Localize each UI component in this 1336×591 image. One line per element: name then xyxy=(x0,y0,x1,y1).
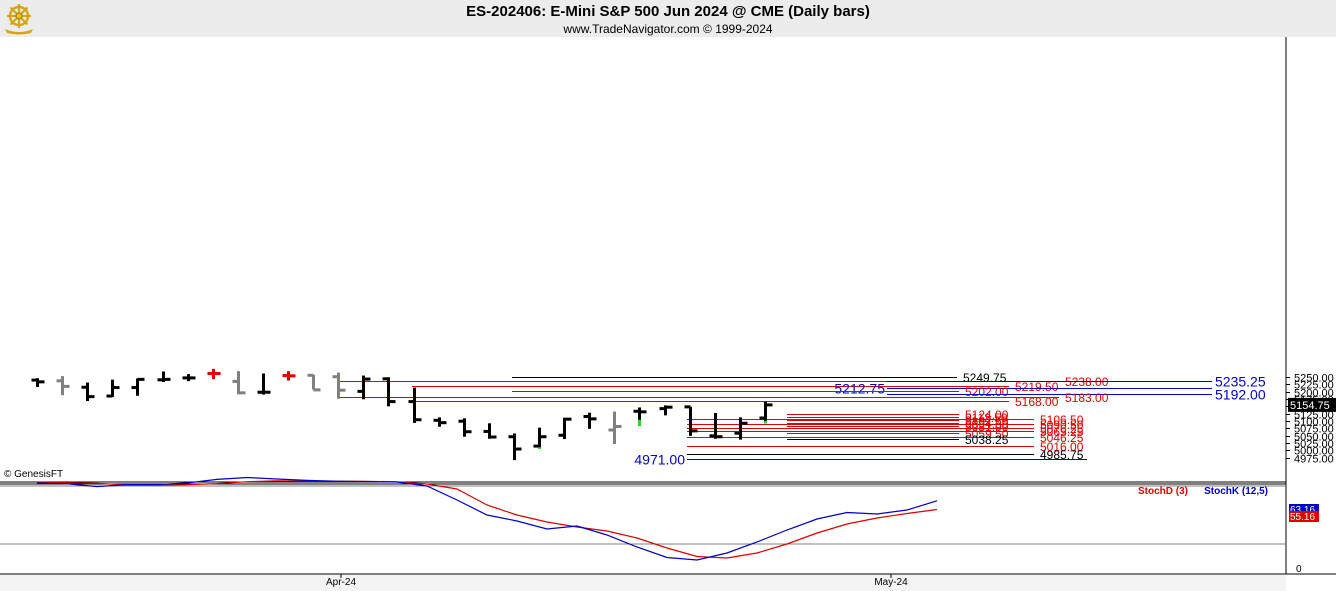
price-axis-label: 4975.00 xyxy=(1294,454,1334,466)
level-5038-25-label: 5038.25 xyxy=(965,433,1009,447)
stoch-legend-stochk: StochK (12,5) xyxy=(1204,486,1268,497)
chart-header xyxy=(0,0,1336,37)
price-axis-label: 5025.00 xyxy=(1294,439,1334,451)
stoch-value-label: 55.16 xyxy=(1290,512,1315,523)
level-5219-50-label: 5219.50 xyxy=(1015,380,1059,394)
level-5168-00-label: 5168.00 xyxy=(1015,395,1059,409)
level-5124-00-label: 5124.00 xyxy=(965,408,1009,422)
stoch-axis-label: 0 xyxy=(1296,564,1302,575)
stoch-value-badge xyxy=(1289,504,1319,515)
copyright-text: © GenesisFT xyxy=(4,469,64,480)
level-4971-00-label: 4971.00 xyxy=(634,452,685,468)
stoch-value-label: 63.16 xyxy=(1290,505,1315,516)
price-axis-label: 5075.00 xyxy=(1294,424,1334,436)
level-5081-00-label: 5081.00 xyxy=(965,420,1009,434)
price-axis-label: 5100.00 xyxy=(1294,417,1334,429)
level-5183-00-label: 5183.00 xyxy=(1065,391,1109,405)
price-axis-label: 5125.00 xyxy=(1294,410,1334,422)
price-panel xyxy=(0,37,1286,482)
date-axis-label: Apr-24 xyxy=(326,577,356,588)
level-5046-25-label: 5046.25 xyxy=(1040,431,1084,445)
date-axis-bg xyxy=(0,575,1286,591)
chart-title: ES-202406: E-Mini S&P 500 Jun 2024 @ CME… xyxy=(466,3,870,20)
level-5016-00-label: 5016.00 xyxy=(1040,440,1084,454)
stoch-legend-stochd: StochD (3) xyxy=(1138,486,1188,497)
price-axis-label: 5000.00 xyxy=(1294,446,1334,458)
stoch-line-stochk xyxy=(36,476,938,561)
level-4985-75-label: 4985.75 xyxy=(1040,448,1084,462)
level-5090-50-label: 5090.50 xyxy=(1040,418,1084,432)
stoch-value-badge xyxy=(1289,511,1319,522)
level-5202-00-label: 5202.00 xyxy=(965,385,1009,399)
level-5106-50-label: 5106.50 xyxy=(1040,413,1084,427)
level-5112-50-label: 5112.50 xyxy=(965,411,1008,425)
price-axis-label: 5200.00 xyxy=(1294,388,1334,400)
stoch-line-stochd xyxy=(36,480,938,559)
last-price-badge xyxy=(1288,397,1336,412)
date-axis-label: May-24 xyxy=(874,577,908,588)
ship-wheel-logo-icon xyxy=(5,4,33,35)
level-5094-50-label: 5094.50 xyxy=(965,417,1009,431)
level-5235-25-label: 5235.25 xyxy=(1215,374,1266,390)
level-5192-00-label: 5192.00 xyxy=(1215,387,1266,403)
price-axis-label: 5250.00 xyxy=(1294,373,1334,385)
level-5249-75-label: 5249.75 xyxy=(963,371,1007,385)
price-axis-label: 5050.00 xyxy=(1294,432,1334,444)
price-axis-label: 5225.00 xyxy=(1294,380,1334,392)
chart-subtitle: www.TradeNavigator.com © 1999-2024 xyxy=(563,22,773,36)
level-5065-25-label: 5065.25 xyxy=(1040,425,1084,439)
last-price-label: 5154.75 xyxy=(1290,400,1330,412)
level-5212-75-label: 5212.75 xyxy=(834,381,885,397)
level-5076-25-label: 5076.25 xyxy=(1040,422,1084,436)
